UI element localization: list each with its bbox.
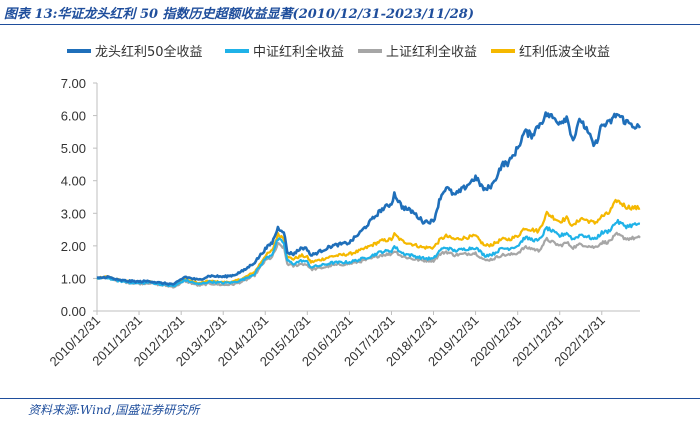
legend-item: 龙头红利50全收益 xyxy=(67,44,203,60)
legend-label: 上证红利全收益 xyxy=(386,44,477,60)
y-axis: 0.00 1.00 2.00 3.00 4.00 5.00 6.00 7.00 xyxy=(61,76,98,319)
series-line xyxy=(96,198,641,288)
y-tick-label: 1.00 xyxy=(61,271,86,286)
line-chart: 龙头红利50全收益 中证红利全收益 上证红利全收益 红利低波全收益 0.00 1.00 2… xyxy=(46,44,642,369)
x-axis: 2010/12/312011/12/312012/12/312013/12/31… xyxy=(46,310,640,369)
legend-item: 红利低波全收益 xyxy=(491,44,610,60)
y-tick-label: 3.00 xyxy=(61,206,86,221)
top-rule xyxy=(0,24,700,25)
y-tick-label: 2.00 xyxy=(61,239,86,254)
source-note: 资料来源:Wind,国盛证券研究所 xyxy=(28,403,200,417)
legend-item: 中证红利全收益 xyxy=(225,44,344,60)
figure-title: 图表 13:华证龙头红利 50 指数历史超额收益显著(2010/12/31-20… xyxy=(4,7,474,22)
legend-label: 中证红利全收益 xyxy=(253,44,344,60)
y-tick-label: 7.00 xyxy=(61,76,86,91)
y-tick-label: 6.00 xyxy=(61,109,86,124)
plot-lines xyxy=(96,111,642,289)
legend: 龙头红利50全收益 中证红利全收益 上证红利全收益 红利低波全收益 xyxy=(67,44,610,60)
series-line xyxy=(96,218,641,288)
legend-label: 龙头红利50全收益 xyxy=(95,44,203,60)
y-tick-label: 4.00 xyxy=(61,174,86,189)
bottom-rule xyxy=(0,398,700,399)
series-line xyxy=(96,231,641,289)
legend-label: 红利低波全收益 xyxy=(519,44,610,60)
y-tick-label: 0.00 xyxy=(61,304,86,319)
series-line xyxy=(96,111,642,286)
y-tick-label: 5.00 xyxy=(61,141,86,156)
legend-item: 上证红利全收益 xyxy=(358,44,477,60)
